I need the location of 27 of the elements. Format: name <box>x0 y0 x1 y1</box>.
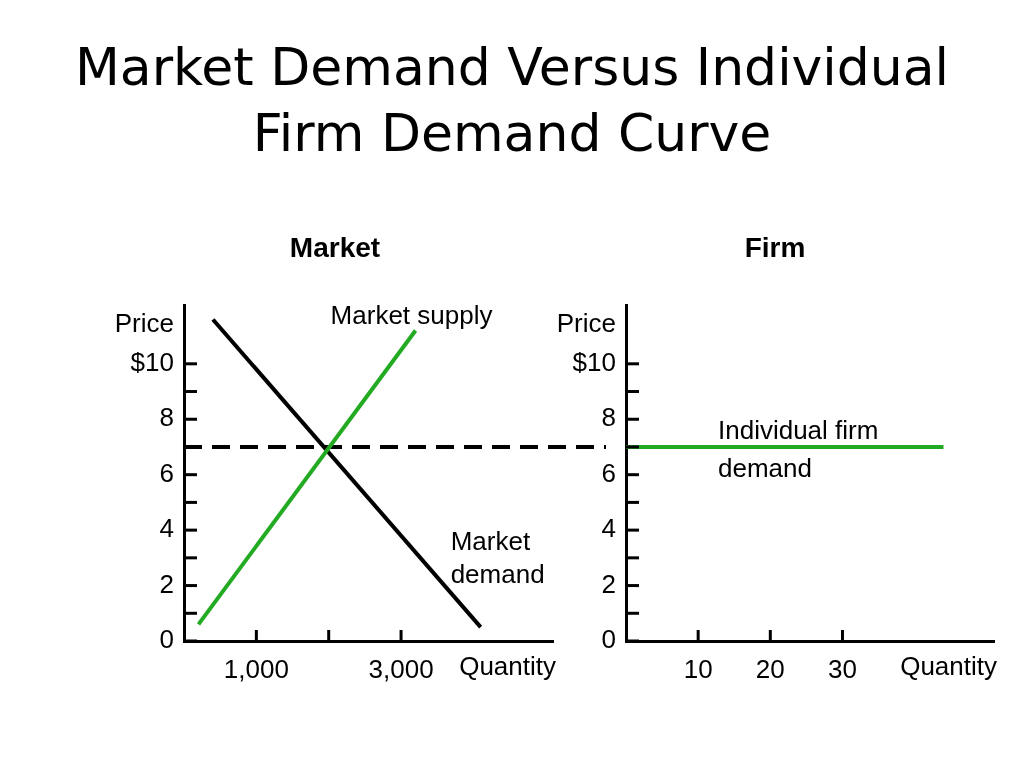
x-tick-label: 3,000 <box>368 653 434 684</box>
y-tick-label: 2 <box>159 568 174 599</box>
y-tick-label: 0 <box>159 624 174 655</box>
y-tick-label: $10 <box>572 346 616 377</box>
y-axis-title: Price <box>556 307 616 338</box>
y-tick-label: 6 <box>601 457 616 488</box>
chart-subtitle: Firm <box>744 232 806 264</box>
y-tick-label: 4 <box>159 513 174 544</box>
y-tick-label: $10 <box>130 346 174 377</box>
y-tick-label: 6 <box>159 457 174 488</box>
x-axis-title: Quantity <box>459 651 556 682</box>
series-label: Individual firm demand <box>718 414 879 483</box>
x-tick-label: 20 <box>755 653 785 684</box>
y-tick-label: 2 <box>601 568 616 599</box>
series-label: Market supply <box>330 299 493 330</box>
x-tick-label: 30 <box>828 653 857 684</box>
y-axis-title: Price <box>114 307 174 338</box>
y-tick-label: 0 <box>601 624 616 655</box>
y-tick-label: 4 <box>601 513 616 544</box>
y-tick-label: 8 <box>159 402 174 433</box>
chart-subtitle: Market <box>289 232 381 264</box>
y-tick-label: 8 <box>601 402 616 433</box>
series-label: Market demand <box>450 526 545 590</box>
x-tick-label: 1,000 <box>223 653 289 684</box>
x-tick-label: 10 <box>683 653 713 684</box>
chart-title: Market Demand Versus Individual Firm Demand Curve <box>73 36 951 165</box>
x-axis-title: Quantity <box>900 651 997 682</box>
